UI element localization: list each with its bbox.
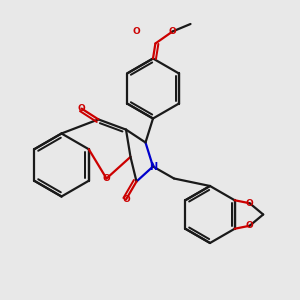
Text: O: O	[122, 195, 130, 204]
Text: O: O	[246, 199, 254, 208]
Text: O: O	[246, 221, 254, 230]
Text: O: O	[133, 27, 140, 36]
Text: O: O	[169, 27, 176, 36]
Text: N: N	[149, 161, 157, 172]
Text: O: O	[78, 104, 86, 113]
Text: O: O	[103, 174, 110, 183]
